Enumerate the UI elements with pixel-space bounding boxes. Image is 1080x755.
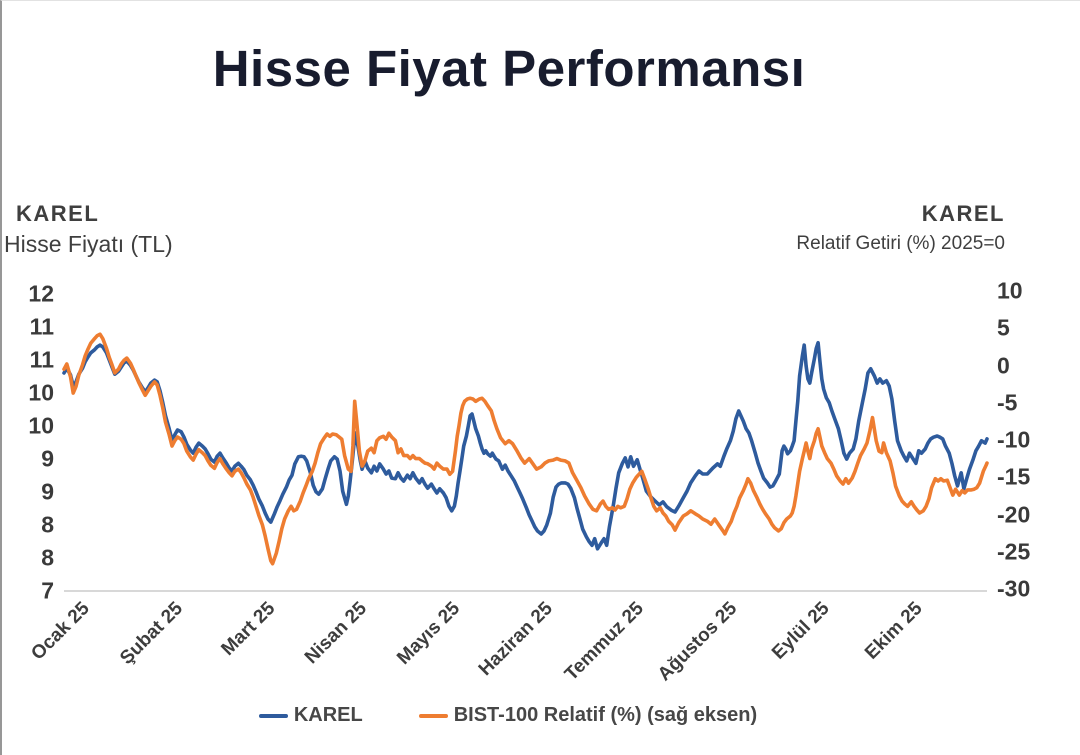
y-tick-left: 7	[41, 577, 54, 604]
left-axis-title: KAREL Hisse Fiyatı (TL)	[4, 201, 173, 258]
y-tick-right: 0	[997, 352, 1010, 378]
legend-label: KAREL	[293, 704, 363, 726]
right-axis-title: KAREL Relatif Getiri (%) 2025=0	[796, 201, 1005, 255]
y-tick-right: -15	[997, 463, 1031, 490]
right-axis-title-line1: KAREL	[921, 201, 1005, 226]
y-tick-left: 10	[28, 412, 54, 439]
y-tick-right: -30	[997, 575, 1031, 602]
right-axis-title-line2: Relatif Getiri (%) 2025=0	[796, 233, 1005, 254]
legend-item-bist100: BIST-100 Relatif (%) (sağ eksen)	[418, 704, 758, 727]
y-tick-left: 9	[41, 478, 54, 505]
legend-label: BIST-100 Relatif (%) (sağ eksen)	[453, 704, 758, 726]
y-tick-left: 8	[41, 544, 54, 571]
bist100-relative-line	[62, 332, 989, 566]
chart-legend: KAREL BIST-100 Relatif (%) (sağ eksen)	[2, 704, 1048, 727]
y-tick-left: 8	[41, 511, 54, 538]
y-tick-left: 11	[29, 346, 54, 373]
y-tick-left: 9	[41, 445, 54, 472]
y-tick-left: 12	[28, 280, 54, 307]
chart-title: Hisse Fiyat Performansı	[212, 40, 806, 97]
y-tick-right: -10	[997, 426, 1031, 453]
karel-price-line	[62, 340, 989, 551]
y-tick-right: 10	[997, 277, 1023, 304]
y-tick-right: -5	[997, 389, 1018, 416]
y-tick-right: 5	[997, 314, 1010, 341]
legend-line-swatch	[258, 713, 288, 718]
y-tick-left: 11	[29, 313, 54, 340]
left-axis-title-line1: KAREL	[16, 201, 100, 226]
legend-line-swatch	[418, 713, 448, 718]
y-tick-right: -25	[997, 538, 1031, 565]
y-tick-right: -20	[997, 501, 1031, 527]
y-tick-left: 10	[28, 379, 54, 406]
legend-item-karel: KAREL	[258, 704, 363, 727]
left-axis-title-line2: Hisse Fiyatı (TL)	[4, 231, 173, 257]
